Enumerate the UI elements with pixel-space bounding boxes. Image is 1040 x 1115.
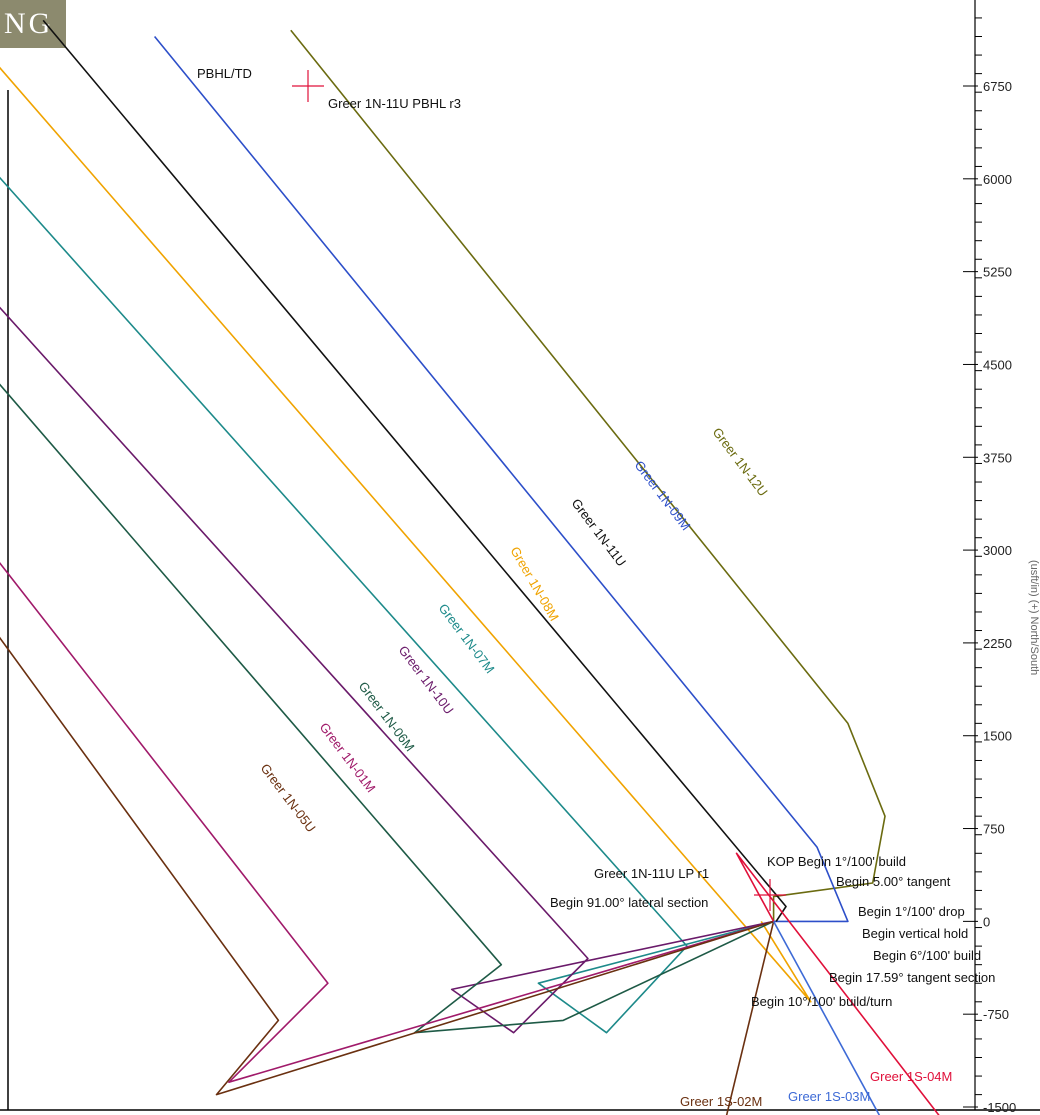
well-path-greer-1n-08m xyxy=(0,66,812,1003)
well-path-greer-1n-10u xyxy=(0,306,774,1034)
y-tick-label: -750 xyxy=(983,1007,1009,1022)
y-tick-label: 6750 xyxy=(983,79,1012,94)
annotation-build-6: Begin 6°/100' build xyxy=(873,948,981,963)
label-1n-09m: Greer 1N-09M xyxy=(632,458,694,533)
well-path-greer-1s-04m xyxy=(735,852,940,1115)
annotation-lateral: Begin 91.00° lateral section xyxy=(550,895,708,910)
y-tick-label: 5250 xyxy=(983,265,1012,280)
label-1n-05u: Greer 1N-05U xyxy=(258,761,319,835)
y-axis-title: (usft/in) (+) North/South xyxy=(1028,560,1040,676)
well-path-greer-1n-07m xyxy=(0,176,774,1034)
y-tick-label: -1500 xyxy=(983,1100,1016,1115)
company-logo: NG xyxy=(0,0,66,48)
y-tick-label: 750 xyxy=(983,822,1005,837)
well-path-greer-1n-12u xyxy=(290,29,886,922)
annotation-vertical-hold: Begin vertical hold xyxy=(862,926,968,941)
annotation-pbhl-r3: Greer 1N-11U PBHL r3 xyxy=(328,96,461,111)
label-1n-06m: Greer 1N-06M xyxy=(356,679,418,754)
well-paths xyxy=(0,19,940,1115)
annotation-build-turn: Begin 10°/100' build/turn xyxy=(751,994,892,1009)
annotation-tangent-17: Begin 17.59° tangent section xyxy=(829,970,995,985)
logo-text: NG xyxy=(4,7,54,40)
y-axis-ticks: 6750 6000 5250 4500 3750 3000 2250 1500 750 0 -750… xyxy=(963,17,1016,1115)
y-tick-label: 0 xyxy=(983,914,990,929)
label-1n-12u: Greer 1N-12U xyxy=(710,425,771,499)
annotation-pbhl-td: PBHL/TD xyxy=(197,66,252,81)
label-1n-11u: Greer 1N-11U xyxy=(569,496,630,569)
label-1n-07m: Greer 1N-07M xyxy=(436,601,498,676)
plan-markers xyxy=(292,70,786,911)
annotation-lp-r1: Greer 1N-11U LP r1 xyxy=(594,866,709,881)
well-path-greer-1n-09m xyxy=(153,35,849,923)
annotation-tangent-5: Begin 5.00° tangent xyxy=(836,874,951,889)
label-1s-02m: Greer 1S-02M xyxy=(680,1094,762,1109)
y-tick-label: 4500 xyxy=(983,357,1012,372)
annotation-kop: KOP Begin 1°/100' build xyxy=(767,854,906,869)
annotation-drop: Begin 1°/100' drop xyxy=(858,904,965,919)
y-tick-label: 1500 xyxy=(983,729,1012,744)
y-tick-label: 3000 xyxy=(983,543,1012,558)
y-tick-label: 2250 xyxy=(983,636,1012,651)
chart-labels: PBHL/TD Greer 1N-11U PBHL r3 Greer 1N-11… xyxy=(197,66,995,1109)
label-1s-03m: Greer 1S-03M xyxy=(788,1089,870,1104)
well-path-greer-1s-02m xyxy=(725,921,775,1115)
y-tick-label: 3750 xyxy=(983,450,1012,465)
label-1n-01m: Greer 1N-01M xyxy=(317,720,379,795)
well-path-greer-1n-05u xyxy=(0,636,774,1096)
well-path-greer-1s-03m xyxy=(772,921,881,1115)
y-tick-label: 6000 xyxy=(983,172,1012,187)
well-path-greer-1n-01m xyxy=(0,562,774,1083)
well-path-greer-1n-11u xyxy=(42,19,787,922)
label-1s-04m: Greer 1S-04M xyxy=(870,1069,952,1084)
